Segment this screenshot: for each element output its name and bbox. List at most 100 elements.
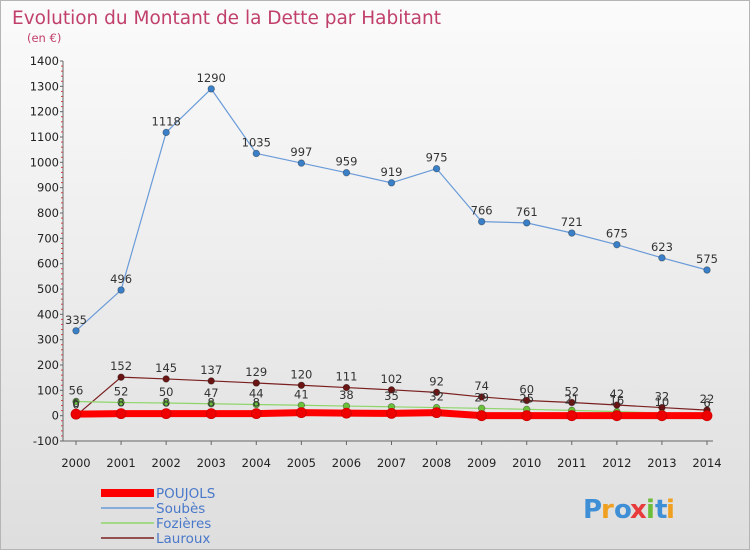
data-point	[477, 393, 486, 401]
data-point	[387, 179, 396, 187]
x-tick-label: 2003	[197, 456, 226, 470]
data-label: 120	[290, 367, 312, 381]
data-label: 41	[294, 387, 309, 401]
data-label: 675	[606, 227, 628, 241]
data-label: 16	[610, 394, 625, 408]
data-label: 32	[429, 390, 444, 404]
data-label: 52	[114, 384, 129, 398]
x-tick-label: 2008	[422, 456, 451, 470]
data-label: 0	[72, 398, 79, 412]
y-tick-label: 800	[37, 206, 59, 220]
data-label: 8	[117, 396, 124, 410]
y-tick-label: 900	[37, 181, 59, 195]
data-label: 25	[519, 391, 534, 405]
logo-letter: i	[646, 495, 655, 525]
data-point	[252, 379, 260, 387]
y-tick-label: 400	[37, 307, 59, 321]
y-tick-label: 1200	[30, 105, 59, 119]
data-label: 29	[474, 390, 489, 404]
data-point	[72, 327, 80, 335]
data-point	[568, 229, 576, 237]
series-layer	[70, 85, 713, 422]
x-tick-label: 2009	[467, 456, 496, 470]
data-point	[386, 407, 397, 419]
logo-letter: o	[614, 495, 632, 525]
data-point	[162, 375, 170, 383]
data-label: 56	[69, 383, 84, 397]
data-point	[250, 408, 262, 420]
data-point	[703, 266, 711, 274]
data-point	[160, 408, 172, 420]
data-point	[207, 377, 215, 385]
data-label: 975	[426, 151, 448, 165]
data-label: 8	[162, 396, 169, 410]
logo-letter: r	[601, 495, 614, 525]
data-point	[297, 159, 306, 167]
data-point	[611, 410, 623, 422]
data-label: 721	[561, 215, 583, 229]
data-label: 6	[703, 396, 710, 410]
data-label: 111	[335, 370, 357, 384]
x-tick-label: 2001	[106, 456, 135, 470]
data-label: 1290	[197, 71, 226, 85]
data-label: 6	[72, 396, 79, 410]
data-point	[117, 373, 125, 381]
x-tick-label: 2012	[602, 456, 631, 470]
data-label: 35	[384, 389, 399, 403]
data-point	[342, 383, 351, 392]
data-point	[72, 397, 80, 406]
series-lauroux	[72, 373, 711, 420]
logo-letter: P	[583, 495, 602, 525]
data-label: 623	[651, 240, 673, 254]
data-label: 1118	[152, 114, 181, 128]
data-point	[117, 398, 125, 407]
data-point	[70, 408, 82, 420]
data-point	[431, 407, 442, 419]
data-label: 575	[696, 252, 718, 266]
series-poujols	[70, 407, 713, 422]
data-point	[295, 407, 307, 419]
data-label: 766	[471, 204, 493, 218]
data-point	[477, 217, 486, 226]
data-label: 919	[381, 165, 403, 179]
y-tick-label: 1300	[30, 79, 59, 93]
chart-title: Evolution du Montant de la Dette par Hab…	[12, 8, 441, 29]
logo-letter: x	[630, 495, 647, 525]
data-label: 92	[429, 374, 444, 388]
y-tick-label: 700	[37, 231, 59, 245]
data-point	[205, 408, 217, 420]
data-label: 1035	[242, 135, 271, 149]
x-tick-label: 2004	[242, 456, 271, 470]
data-point	[117, 286, 125, 294]
data-label: 10	[655, 395, 670, 409]
data-label: 129	[245, 365, 267, 379]
data-label: 44	[249, 387, 264, 401]
y-tick-label: 600	[37, 257, 59, 271]
x-tick-label: 2007	[377, 456, 406, 470]
y-tick-label: 1000	[30, 155, 59, 169]
logo-letter: t	[655, 495, 667, 525]
data-point	[568, 398, 576, 407]
x-tick-label: 2011	[557, 456, 586, 470]
y-tick-label: 1100	[30, 130, 59, 144]
data-point	[523, 396, 531, 405]
y-tick-label: -100	[33, 434, 59, 448]
legend-item: Soubès	[101, 501, 205, 517]
data-point	[521, 410, 533, 422]
logo-letter: i	[666, 495, 675, 525]
data-label: 52	[564, 384, 579, 398]
data-label: 60	[519, 382, 534, 396]
data-point	[701, 410, 713, 422]
x-tick-label: 2000	[61, 456, 90, 470]
axes: -100010020030040050060070080090010001100…	[30, 54, 722, 470]
data-label: 997	[290, 145, 312, 159]
data-label: 145	[155, 361, 177, 375]
series-soub-s	[72, 85, 711, 335]
data-point	[432, 388, 441, 397]
x-tick-label: 2002	[152, 456, 181, 470]
data-label: 8	[253, 396, 260, 410]
data-label: 74	[474, 379, 489, 393]
data-point	[658, 254, 666, 262]
